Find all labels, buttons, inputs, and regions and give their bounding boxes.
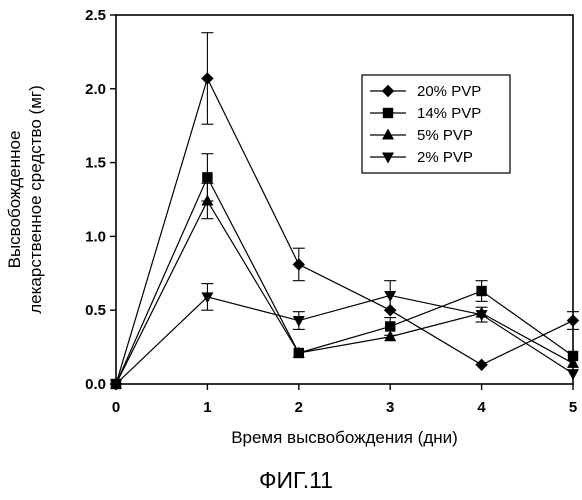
data-point [293, 258, 305, 270]
y-tick-label: 2.5 [85, 7, 106, 24]
x-tick-label: 5 [569, 399, 577, 416]
y-tick-label: 2.0 [85, 81, 106, 98]
data-point [385, 321, 395, 331]
plot-frame [116, 15, 573, 384]
data-point [201, 72, 213, 84]
x-tick-label: 0 [112, 399, 120, 416]
x-tick-label: 2 [295, 399, 303, 416]
y-tick-label: 0.5 [85, 302, 106, 319]
series-triangle-down [110, 281, 579, 391]
legend-label: 14% PVP [417, 105, 481, 122]
series-triangle-up [110, 183, 579, 388]
y-axis-title-line-1: Высвобожденное [5, 131, 24, 269]
y-tick-label: 1.5 [85, 155, 106, 172]
y-tick-label: 1.0 [85, 228, 106, 245]
x-axis-title: Время высвобождения (дни) [231, 428, 458, 447]
data-point [567, 369, 579, 380]
legend-label: 2% PVP [417, 149, 473, 166]
data-point [202, 172, 212, 182]
series-line [116, 177, 573, 384]
x-tick-label: 3 [386, 399, 394, 416]
data-point [567, 314, 579, 326]
data-point [293, 316, 305, 327]
plot-border [116, 15, 573, 384]
x-tick-label: 4 [477, 399, 486, 416]
data-point [475, 359, 487, 371]
y-tick-label: 0.0 [85, 376, 106, 393]
data-point [476, 286, 486, 296]
legend-label: 5% PVP [417, 127, 473, 144]
legend-marker [383, 108, 393, 118]
y-axis-title-line-2: лекарственное средство (мг) [26, 85, 45, 314]
figure-label: ФИГ.11 [259, 467, 333, 493]
legend: 20% PVP 14% PVP 5% PVP 2% PVP [362, 75, 510, 173]
legend-label: 20% PVP [417, 83, 481, 100]
x-tick-label: 1 [203, 399, 211, 416]
series-square [111, 154, 578, 389]
data-point [201, 194, 213, 205]
